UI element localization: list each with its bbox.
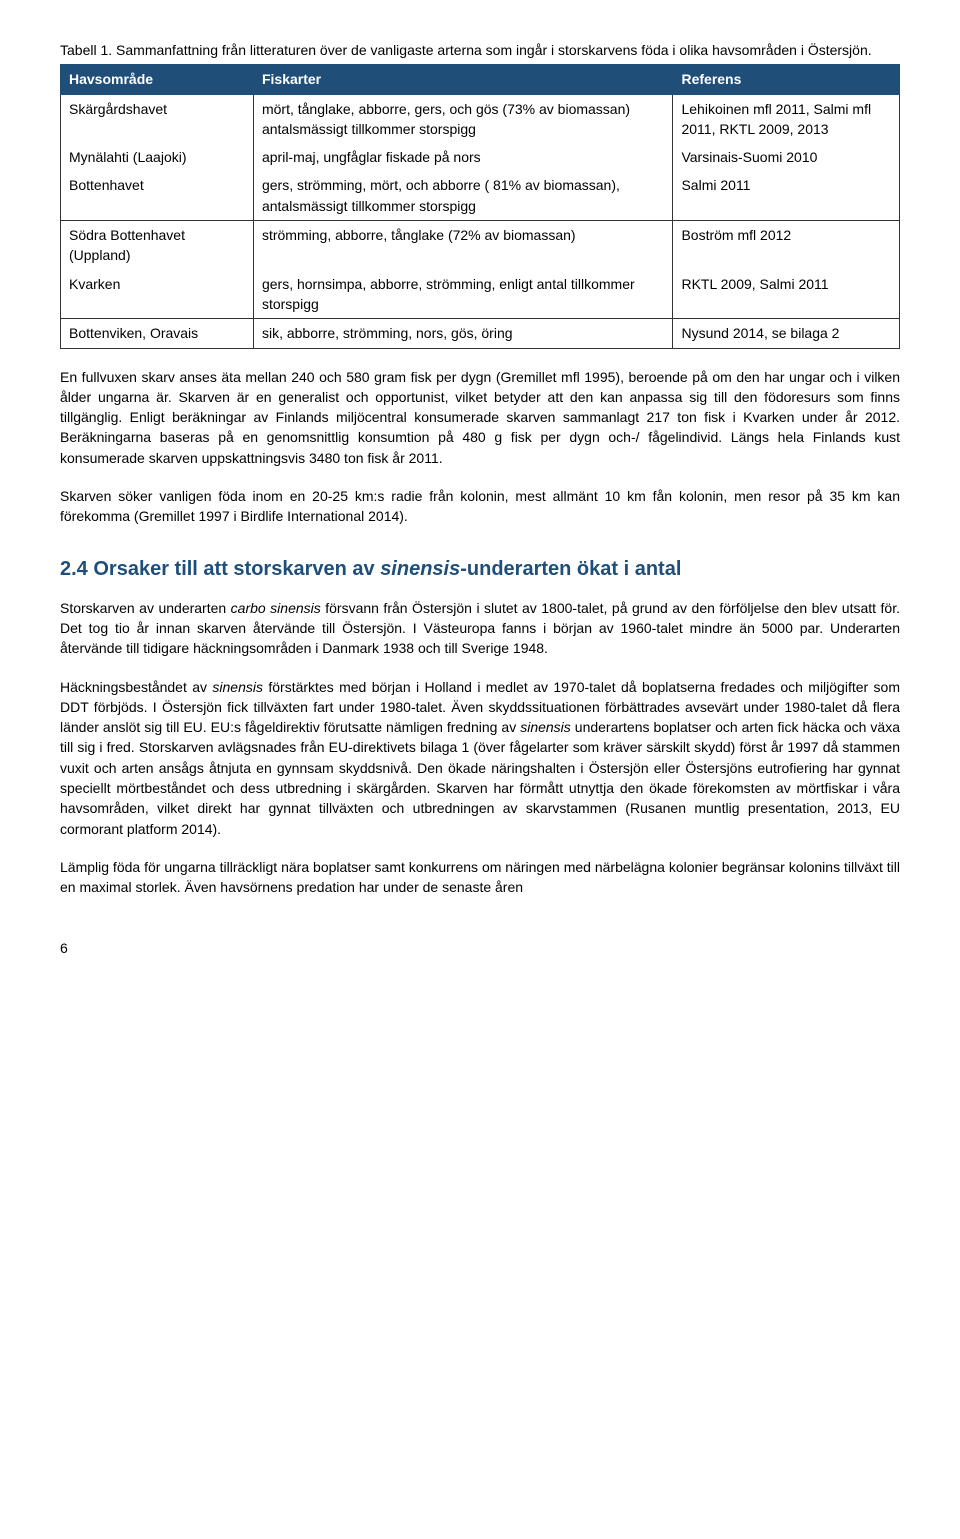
table-header-reference: Referens: [673, 65, 900, 94]
cell-species: sik, abborre, strömming, nors, gös, örin…: [253, 319, 673, 348]
cell-species: gers, hornsimpa, abborre, strömming, enl…: [253, 270, 673, 319]
heading-suffix: -underarten ökat i antal: [460, 558, 681, 580]
paragraph-history: Storskarven av underarten carbo sinensis…: [60, 598, 900, 659]
cell-area: Bottenhavet: [61, 171, 254, 220]
para4-i1: sinensis: [212, 679, 263, 695]
para4-i2: sinensis: [520, 719, 571, 735]
cell-reference: Boström mfl 2012: [673, 221, 900, 270]
cell-reference: RKTL 2009, Salmi 2011: [673, 270, 900, 319]
cell-area: Mynälahti (Laajoki): [61, 143, 254, 171]
table-header-species: Fiskarter: [253, 65, 673, 94]
table-header-row: Havsområde Fiskarter Referens: [61, 65, 900, 94]
table-row: Södra Bottenhavet (Uppland) strömming, a…: [61, 221, 900, 270]
cell-species: april-maj, ungfåglar fiskade på nors: [253, 143, 673, 171]
paragraph-foraging-range: Skarven söker vanligen föda inom en 20-2…: [60, 486, 900, 527]
table-row: Skärgårdshavet mört, tånglake, abborre, …: [61, 94, 900, 143]
cell-species: gers, strömming, mört, och abborre ( 81%…: [253, 171, 673, 220]
cell-reference: Varsinais-Suomi 2010: [673, 143, 900, 171]
table-row: Bottenhavet gers, strömming, mört, och a…: [61, 171, 900, 220]
cell-reference: Nysund 2014, se bilaga 2: [673, 319, 900, 348]
para3-italic: carbo sinensis: [231, 600, 321, 616]
para3-a: Storskarven av underarten: [60, 600, 231, 616]
cell-reference: Lehikoinen mfl 2011, Salmi mfl 2011, RKT…: [673, 94, 900, 143]
table-header-area: Havsområde: [61, 65, 254, 94]
paragraph-limits: Lämplig föda för ungarna tillräckligt nä…: [60, 857, 900, 898]
para4-a: Häckningsbeståndet av: [60, 679, 212, 695]
para4-c: underartens boplatser och arten fick häc…: [60, 719, 900, 836]
section-heading-2-4: 2.4 Orsaker till att storskarven av sine…: [60, 555, 900, 584]
paragraph-breeding: Häckningsbeståndet av sinensis förstärkt…: [60, 677, 900, 839]
cell-area: Bottenviken, Oravais: [61, 319, 254, 348]
cell-area: Södra Bottenhavet (Uppland): [61, 221, 254, 270]
heading-prefix: 2.4 Orsaker till att storskarven av: [60, 558, 380, 580]
literature-table: Havsområde Fiskarter Referens Skärgårdsh…: [60, 64, 900, 348]
table-caption: Tabell 1. Sammanfattning från litteratur…: [60, 40, 900, 60]
table-row: Kvarken gers, hornsimpa, abborre, strömm…: [61, 270, 900, 319]
heading-italic: sinensis: [380, 558, 460, 580]
paragraph-consumption: En fullvuxen skarv anses äta mellan 240 …: [60, 367, 900, 468]
cell-species: mört, tånglake, abborre, gers, och gös (…: [253, 94, 673, 143]
page-number: 6: [60, 938, 900, 958]
cell-area: Skärgårdshavet: [61, 94, 254, 143]
table-row: Bottenviken, Oravais sik, abborre, ström…: [61, 319, 900, 348]
cell-species: strömming, abborre, tånglake (72% av bio…: [253, 221, 673, 270]
table-row: Mynälahti (Laajoki) april-maj, ungfåglar…: [61, 143, 900, 171]
cell-reference: Salmi 2011: [673, 171, 900, 220]
cell-area: Kvarken: [61, 270, 254, 319]
